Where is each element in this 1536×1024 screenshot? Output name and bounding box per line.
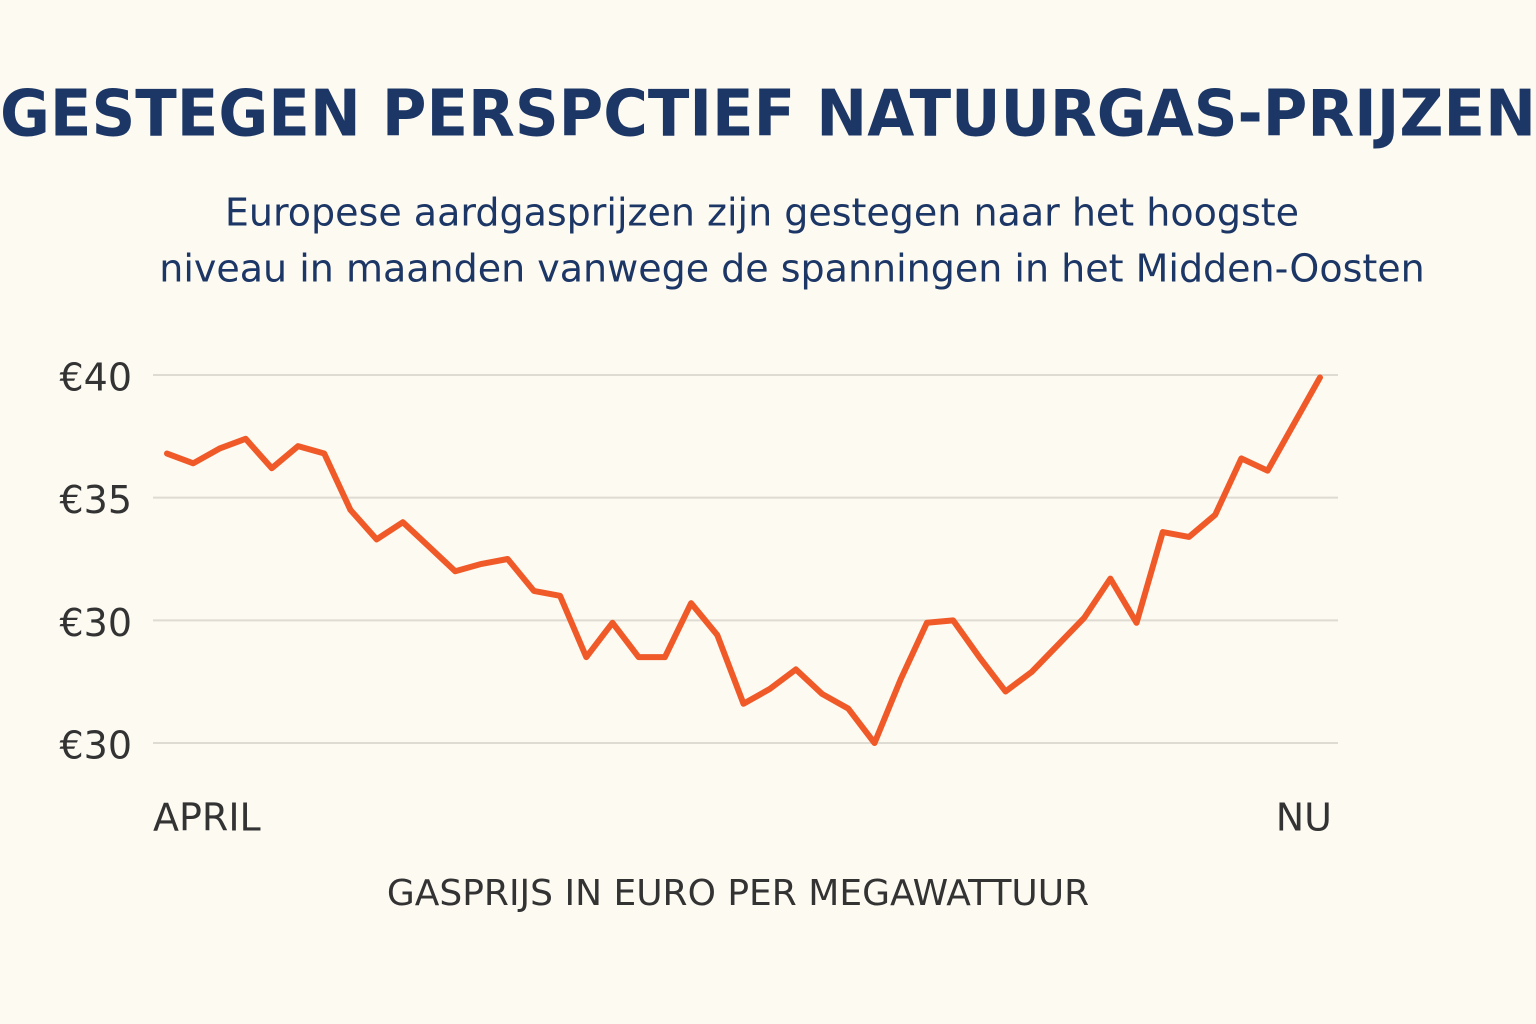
- y-tick-label: €35: [59, 478, 132, 522]
- x-tick-label: NU: [1276, 796, 1332, 840]
- data-line: [164, 374, 1323, 746]
- y-tick-label: €30: [59, 724, 132, 768]
- y-tick-label: €30: [59, 601, 132, 645]
- chart-title: GESTEGEN PERSPCTIEF NATUURGAS-PRIJZEN: [0, 78, 1536, 152]
- subtitle-line: Europese aardgasprijzen zijn gestegen na…: [225, 191, 1299, 235]
- y-tick-label: €40: [59, 356, 132, 400]
- x-axis-label: GASPRIJS IN EURO PER MEGAWATTUUR: [387, 873, 1089, 914]
- subtitle-line: niveau in maanden vanwege de spanningen …: [159, 247, 1424, 291]
- x-tick-label: APRIL: [153, 796, 261, 840]
